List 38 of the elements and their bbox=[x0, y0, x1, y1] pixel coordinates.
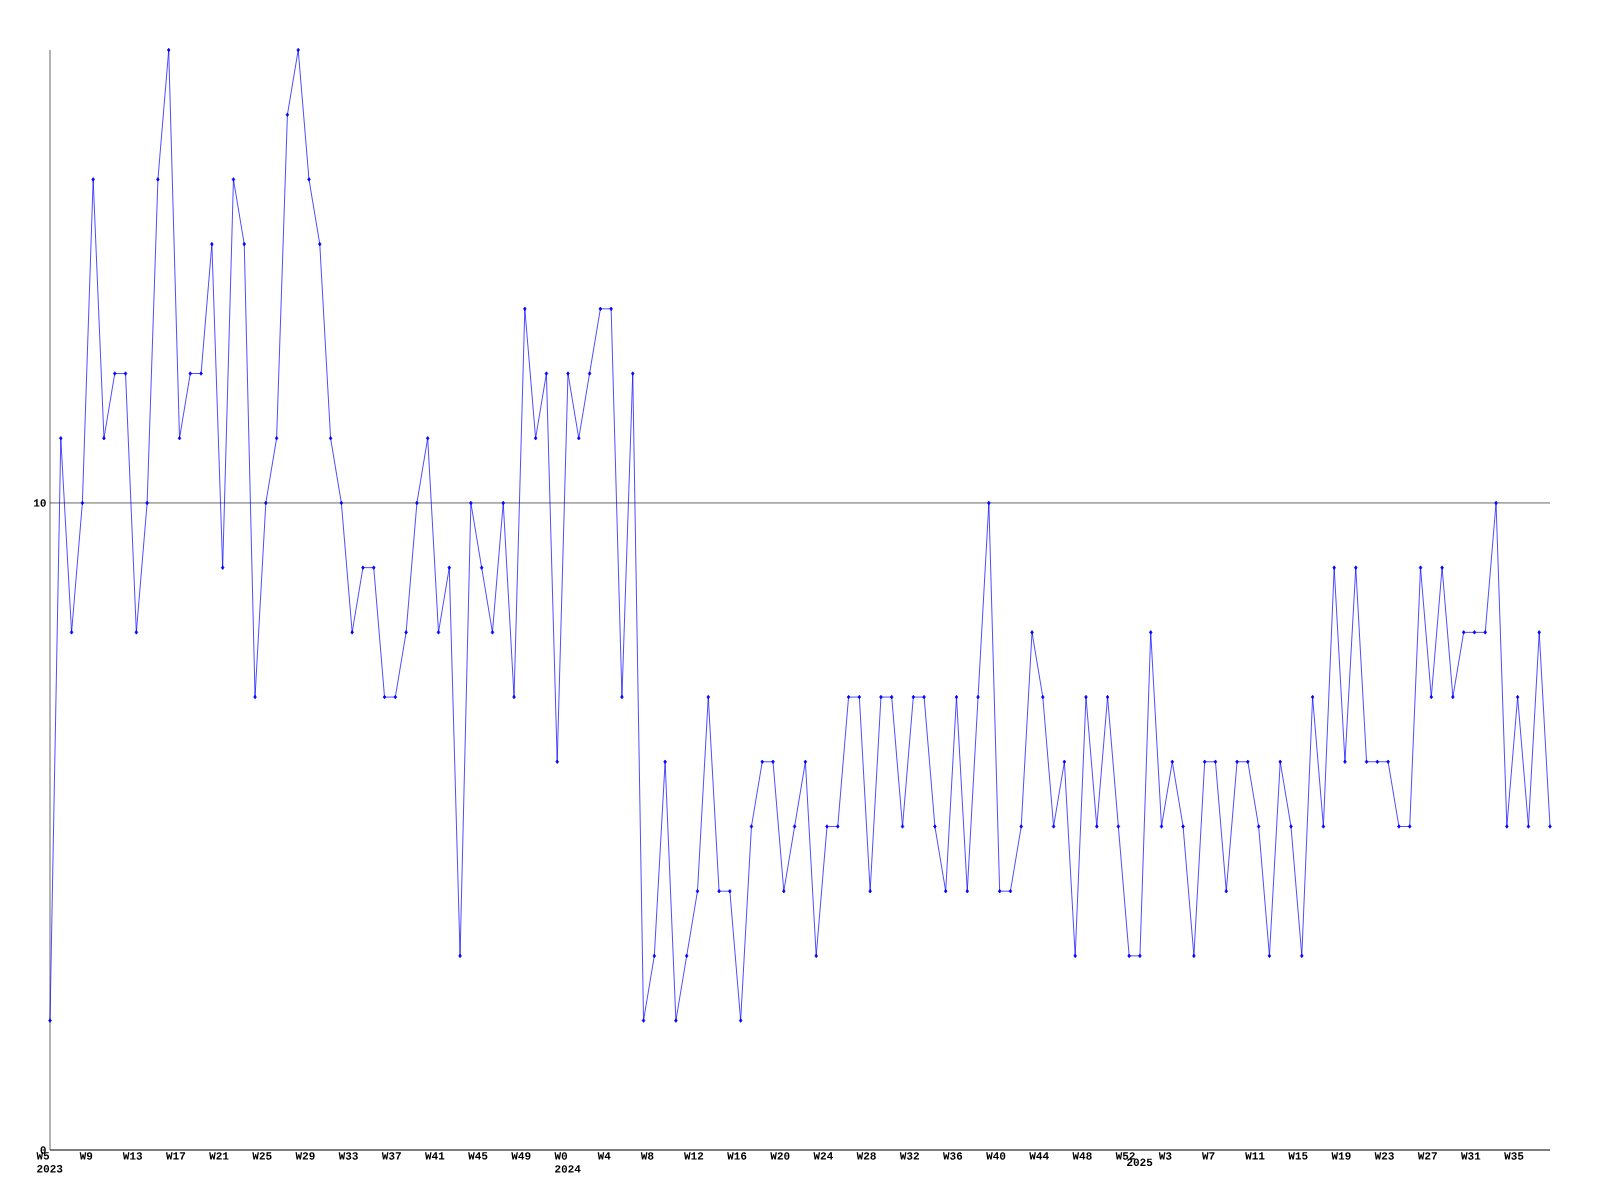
x-tick-label: W35 bbox=[1504, 1152, 1524, 1160]
x-tick-label: W24 bbox=[813, 1152, 833, 1160]
x-tick-label: W49 bbox=[511, 1152, 531, 1160]
y-tick-label: 0 bbox=[40, 1146, 46, 1154]
x-tick-label: W4 bbox=[597, 1152, 611, 1160]
x-tick-label: W16 bbox=[727, 1152, 747, 1160]
x-tick-label: W41 bbox=[424, 1152, 445, 1160]
x-tick-label: W45 bbox=[468, 1152, 488, 1160]
x-tick-label: W36 bbox=[942, 1152, 963, 1160]
y-tick-label: 10 bbox=[34, 499, 46, 507]
x-tick-label: W5 2023 bbox=[36, 1152, 63, 1173]
x-tick-label: 2025 bbox=[1127, 1158, 1153, 1167]
x-tick-label: W7 bbox=[1201, 1152, 1215, 1160]
x-tick-label: W9 bbox=[79, 1152, 93, 1160]
x-tick-label: W33 bbox=[338, 1152, 358, 1160]
x-tick-label: W29 bbox=[295, 1152, 315, 1160]
x-tick-label: W8 bbox=[640, 1152, 654, 1160]
x-tick-label: W13 bbox=[122, 1152, 143, 1160]
x-tick-label: W48 bbox=[1072, 1152, 1092, 1160]
x-tick-label: W17 bbox=[166, 1152, 186, 1160]
x-tick-label: W44 bbox=[1029, 1152, 1049, 1160]
x-tick-label: W19 bbox=[1331, 1152, 1351, 1160]
x-tick-label: W11 bbox=[1245, 1152, 1265, 1160]
x-tick-label: W40 bbox=[986, 1152, 1006, 1160]
x-tick-label: W25 bbox=[252, 1152, 272, 1160]
x-tick-label: W32 bbox=[899, 1152, 919, 1160]
x-tick-label: W0 2024 bbox=[554, 1152, 581, 1173]
x-tick-label: W20 bbox=[770, 1152, 790, 1160]
x-tick-label: W23 bbox=[1374, 1152, 1394, 1160]
x-tick-label: W21 bbox=[209, 1152, 229, 1160]
x-tick-label: W15 bbox=[1288, 1152, 1308, 1160]
x-tick-label: W37 bbox=[381, 1152, 401, 1160]
x-tick-label: W52 bbox=[1115, 1152, 1135, 1160]
x-tick-label: W28 bbox=[856, 1152, 876, 1160]
x-tick-label: W31 bbox=[1460, 1152, 1481, 1160]
x-tick-label: W27 bbox=[1417, 1152, 1437, 1160]
x-tick-label: W12 bbox=[683, 1152, 704, 1160]
x-tick-label: W3 bbox=[1158, 1152, 1172, 1160]
